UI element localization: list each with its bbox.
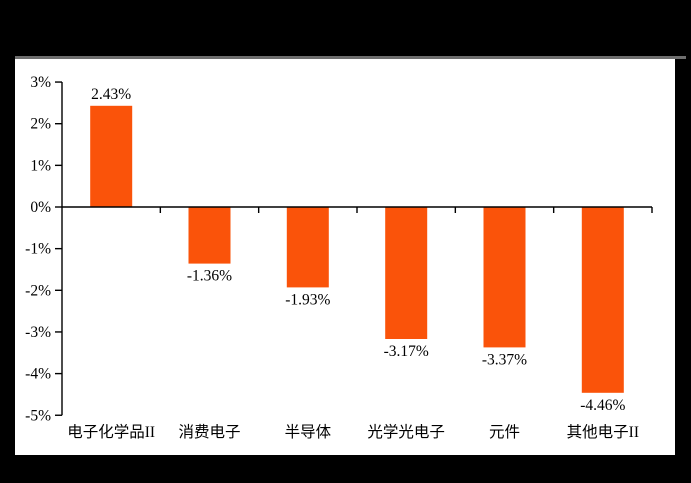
y-tick-label: -2% — [25, 282, 51, 299]
category-label: 消费电子 — [178, 423, 240, 441]
y-tick-label: 0% — [30, 199, 51, 216]
bar-value-label: -3.17% — [384, 343, 429, 360]
category-label: 元件 — [489, 423, 520, 441]
panel-top-rule — [15, 56, 686, 59]
bar — [483, 207, 526, 348]
bar-value-label: -3.37% — [482, 351, 527, 368]
category-label: 其他电子II — [567, 423, 639, 441]
bar — [385, 207, 428, 339]
y-tick-label: -1% — [25, 241, 51, 258]
y-tick-label: 1% — [30, 157, 51, 174]
bar-value-label: -1.36% — [187, 268, 232, 285]
y-tick-label: -4% — [25, 366, 51, 383]
y-tick-label: -3% — [25, 324, 51, 341]
y-tick-label: 2% — [30, 116, 51, 133]
bar — [188, 207, 231, 264]
category-label: 光学光电子 — [367, 423, 445, 441]
category-label: 半导体 — [285, 423, 332, 441]
bar-value-label: -1.93% — [285, 291, 330, 308]
bar-value-label: 2.43% — [91, 86, 131, 103]
bar — [286, 207, 329, 288]
bar-value-label: -4.46% — [580, 397, 625, 414]
bar — [90, 105, 133, 207]
bar — [581, 207, 624, 393]
category-label: 电子化学品II — [67, 423, 155, 441]
y-tick-label: -5% — [25, 407, 51, 424]
y-tick-label: 3% — [30, 74, 51, 91]
